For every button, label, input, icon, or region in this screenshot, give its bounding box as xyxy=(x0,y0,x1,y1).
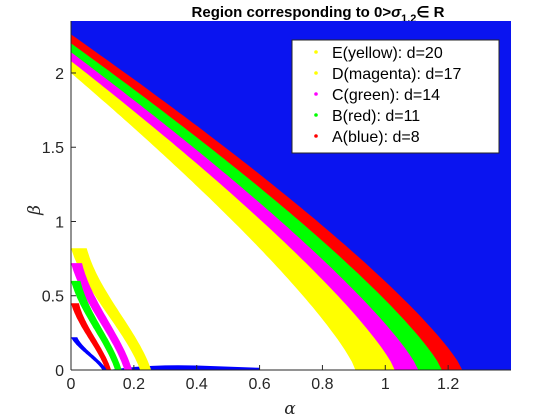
y-axis-ticks: 0 0.5 1 1.5 2 xyxy=(42,66,76,380)
legend-entry-label: A(blue): d=8 xyxy=(332,129,420,146)
x-tick-label: 0 xyxy=(67,376,76,393)
x-axis-ticks: 0 0.2 0.4 0.6 0.8 1 1.2 xyxy=(67,365,459,393)
legend-entry-label: D(magenta): d=17 xyxy=(332,66,462,83)
lobe-green xyxy=(71,280,122,370)
chart-title-main: Region corresponding to 0> xyxy=(192,4,392,21)
legend-box xyxy=(291,39,500,154)
lobe-red xyxy=(71,303,112,370)
legend-marker xyxy=(314,134,318,138)
x-tick-label: 0.6 xyxy=(248,376,270,393)
legend-marker xyxy=(314,92,318,96)
y-axis-label: β xyxy=(25,205,45,216)
y-tick-label: 0 xyxy=(55,363,64,380)
y-tick-label: 0.5 xyxy=(42,289,64,306)
x-tick-label: 0.8 xyxy=(311,376,333,393)
legend-items: E(yellow): d=20 D(magenta): d=17 C(green):… xyxy=(314,45,462,146)
legend-marker xyxy=(314,113,318,117)
lobe-blue xyxy=(71,337,107,370)
legend-marker xyxy=(314,71,318,75)
legend-entry-label: C(green): d=14 xyxy=(332,87,440,104)
y-tick-label: 1.5 xyxy=(42,140,64,157)
legend-entry-label: B(red): d=11 xyxy=(332,108,420,125)
chart-title: Region corresponding to 0>σ1,2∈ R xyxy=(192,4,445,25)
legend: E(yellow): d=20 D(magenta): d=17 C(green):… xyxy=(291,39,500,154)
y-tick-label: 1 xyxy=(55,214,64,231)
x-tick-label: 1 xyxy=(381,376,390,393)
axes xyxy=(70,21,511,371)
lobe-magenta xyxy=(71,263,133,370)
lobe-yellow xyxy=(71,248,152,370)
region-white-interior xyxy=(71,73,356,370)
x-axis-label: α xyxy=(284,399,296,419)
region-layer xyxy=(71,34,463,371)
x-tick-label: 0.4 xyxy=(186,376,208,393)
chart-title-tail: ∈ R xyxy=(416,4,444,21)
legend-marker xyxy=(314,50,318,54)
chart-title-sigma: σ xyxy=(391,4,402,21)
x-tick-label: 0.2 xyxy=(123,376,145,393)
legend-entry-label: E(yellow): d=20 xyxy=(332,45,443,62)
y-tick-label: 2 xyxy=(55,66,64,83)
x-tick-label: 1.2 xyxy=(437,376,459,393)
plot-area xyxy=(71,21,511,371)
